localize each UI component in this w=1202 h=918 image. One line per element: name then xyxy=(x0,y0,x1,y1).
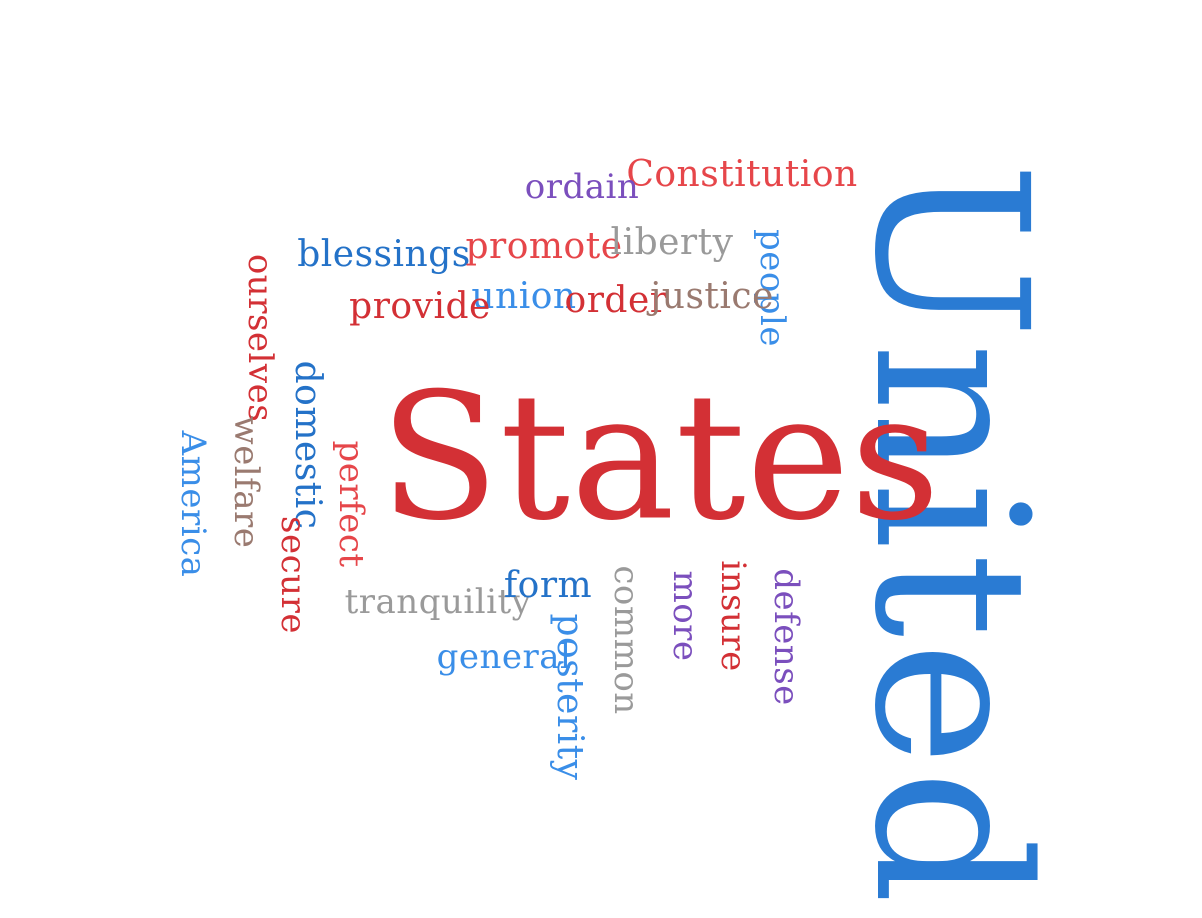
word-tranquility: tranquility xyxy=(344,582,532,622)
word-posterity: posterity xyxy=(549,613,590,781)
word-general: general xyxy=(436,637,572,677)
word-ourselves: ourselves xyxy=(240,253,280,423)
word-ordain: ordain xyxy=(524,167,640,207)
word-constitution: Constitution xyxy=(626,154,858,195)
word-union: union xyxy=(471,276,577,317)
word-form: form xyxy=(503,565,593,606)
word-domestic: domestic xyxy=(287,360,328,530)
word-america: America xyxy=(173,430,213,578)
word-welfare: welfare xyxy=(226,415,266,549)
word-liberty: liberty xyxy=(610,222,734,263)
word-insure: insure xyxy=(713,560,753,672)
word-more: more xyxy=(665,570,705,662)
word-justice: justice xyxy=(650,276,774,317)
word-secure: secure xyxy=(273,516,313,634)
word-states: States xyxy=(379,356,941,560)
word-provide: provide xyxy=(349,286,491,327)
word-perfect: perfect xyxy=(331,440,371,568)
word-blessings: blessings xyxy=(297,234,471,275)
word-common: common xyxy=(606,565,646,715)
word-promote: promote xyxy=(465,226,623,267)
word-order: order xyxy=(564,280,668,321)
word-defense: defense xyxy=(766,568,806,706)
